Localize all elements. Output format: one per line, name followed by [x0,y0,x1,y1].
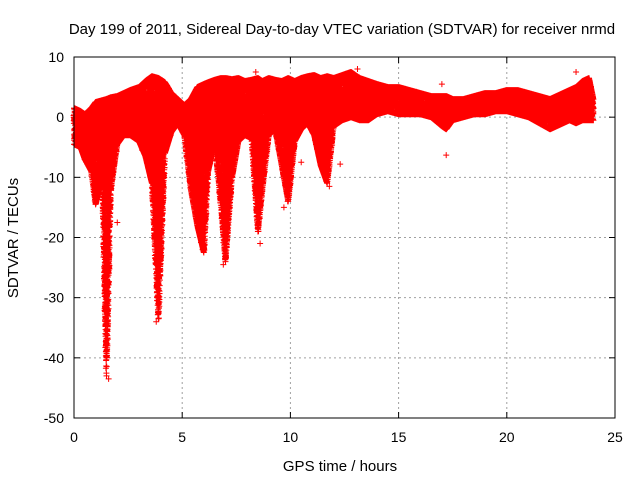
x-tick-label: 5 [178,429,186,445]
data-points [70,66,597,382]
y-tick-label: -40 [44,350,64,366]
outlier-point [105,375,112,382]
outlier-point [573,69,580,76]
outlier-point [198,213,205,220]
y-tick-label: 10 [48,49,64,65]
x-axis-label: GPS time / hours [283,458,397,475]
x-tick-label: 20 [499,429,515,445]
outlier-point [153,318,160,325]
chart-title: Day 199 of 2011, Sidereal Day-to-day VTE… [69,21,615,38]
outlier-point [443,152,450,159]
outlier-point [257,240,264,247]
y-axis-label: SDTVAR / TECUs [5,178,22,298]
y-tick-label: -50 [44,410,64,426]
sdtvar-markers [70,69,597,379]
outlier-point [326,183,333,190]
x-tick-label: 25 [607,429,623,445]
y-tick-label: -30 [44,290,64,306]
outlier-point [114,219,121,226]
x-tick-label: 10 [283,429,299,445]
x-tick-label: 0 [70,429,78,445]
outlier-point [280,204,287,211]
x-tick-label: 15 [391,429,407,445]
outlier-point [252,69,259,76]
outlier-point [438,81,445,88]
y-tick-label: -10 [44,169,64,185]
outlier-point [298,159,305,166]
outlier-point [337,161,344,168]
outlier-point [354,66,361,73]
outlier-point [220,261,227,268]
y-tick-label: 0 [56,109,64,125]
axis-ticks: 10 0 -10 -20 -30 -40 -50 0 5 10 15 20 25 [44,49,623,445]
plot-frame [73,56,616,419]
y-tick-label: -20 [44,230,64,246]
